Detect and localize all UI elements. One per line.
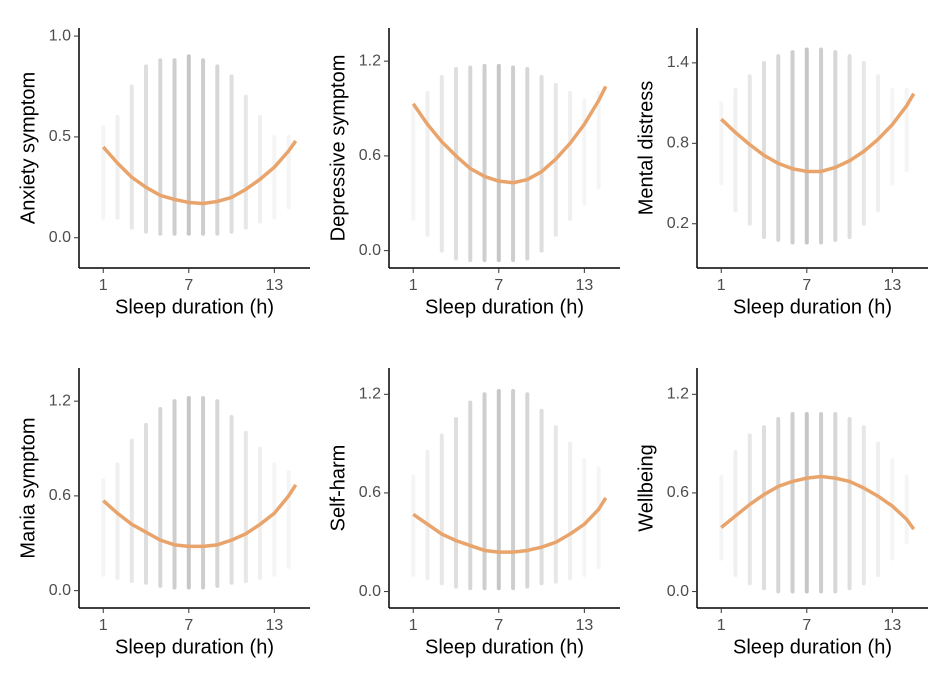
x-tick-label: 7	[184, 277, 193, 294]
fit-curve	[411, 85, 608, 185]
fit-curve	[720, 474, 916, 531]
x-tick-label: 1	[99, 617, 108, 634]
x-tick-label: 1	[99, 277, 108, 294]
y-tick-label: 0.0	[667, 583, 689, 600]
x-tick-label: 13	[883, 277, 901, 294]
x-tick-label: 7	[802, 617, 811, 634]
y-tick-label: 0.0	[359, 242, 381, 259]
y-tick-label: 1.2	[359, 52, 381, 69]
y-axis-label: Self-harm	[327, 445, 349, 532]
y-tick-label: 0.6	[359, 147, 381, 164]
y-tick-label: 1.4	[667, 54, 689, 71]
x-axis-label: Sleep duration (h)	[115, 636, 274, 658]
y-tick-label: 1.2	[667, 386, 689, 403]
x-axis-label: Sleep duration (h)	[425, 296, 584, 318]
y-tick-label: 0.0	[359, 583, 381, 600]
y-tick-label: 1.0	[49, 27, 71, 44]
y-tick-label: 0.8	[667, 135, 689, 152]
fit-curve	[102, 483, 298, 549]
y-tick-label: 0.6	[49, 487, 71, 504]
x-tick-label: 13	[265, 277, 283, 294]
y-tick-label: 0.2	[667, 215, 689, 232]
x-tick-label: 13	[265, 617, 283, 634]
x-tick-label: 7	[494, 277, 503, 294]
y-tick-label: 0.6	[359, 484, 381, 501]
x-tick-label: 1	[717, 277, 726, 294]
y-axis-label: Depressive symptom	[327, 55, 349, 242]
x-tick-label: 7	[494, 617, 503, 634]
x-tick-label: 1	[409, 617, 418, 634]
y-tick-label: 0.0	[49, 582, 71, 599]
x-tick-label: 7	[184, 617, 193, 634]
y-axis-label: Anxiety symptom	[17, 72, 39, 224]
fit-curve	[101, 139, 298, 206]
x-tick-label: 7	[802, 277, 811, 294]
x-axis-label: Sleep duration (h)	[425, 636, 584, 658]
y-tick-label: 0.0	[49, 229, 71, 246]
fit-curve	[720, 92, 916, 174]
x-tick-label: 1	[409, 277, 418, 294]
y-axis-label: Mental distress	[635, 81, 657, 216]
y-tick-label: 0.5	[49, 128, 71, 145]
y-tick-label: 1.2	[359, 386, 381, 403]
y-tick-label: 0.6	[667, 484, 689, 501]
fit-curve	[412, 496, 608, 554]
x-tick-label: 13	[575, 277, 593, 294]
x-axis-label: Sleep duration (h)	[115, 296, 274, 318]
x-axis-label: Sleep duration (h)	[733, 636, 892, 658]
x-tick-label: 13	[883, 617, 901, 634]
y-axis-label: Wellbeing	[635, 444, 657, 531]
y-axis-label: Mania symptom	[17, 417, 39, 558]
x-axis-label: Sleep duration (h)	[733, 296, 892, 318]
y-tick-label: 1.2	[49, 392, 71, 409]
x-tick-label: 1	[717, 617, 726, 634]
x-tick-label: 13	[575, 617, 593, 634]
